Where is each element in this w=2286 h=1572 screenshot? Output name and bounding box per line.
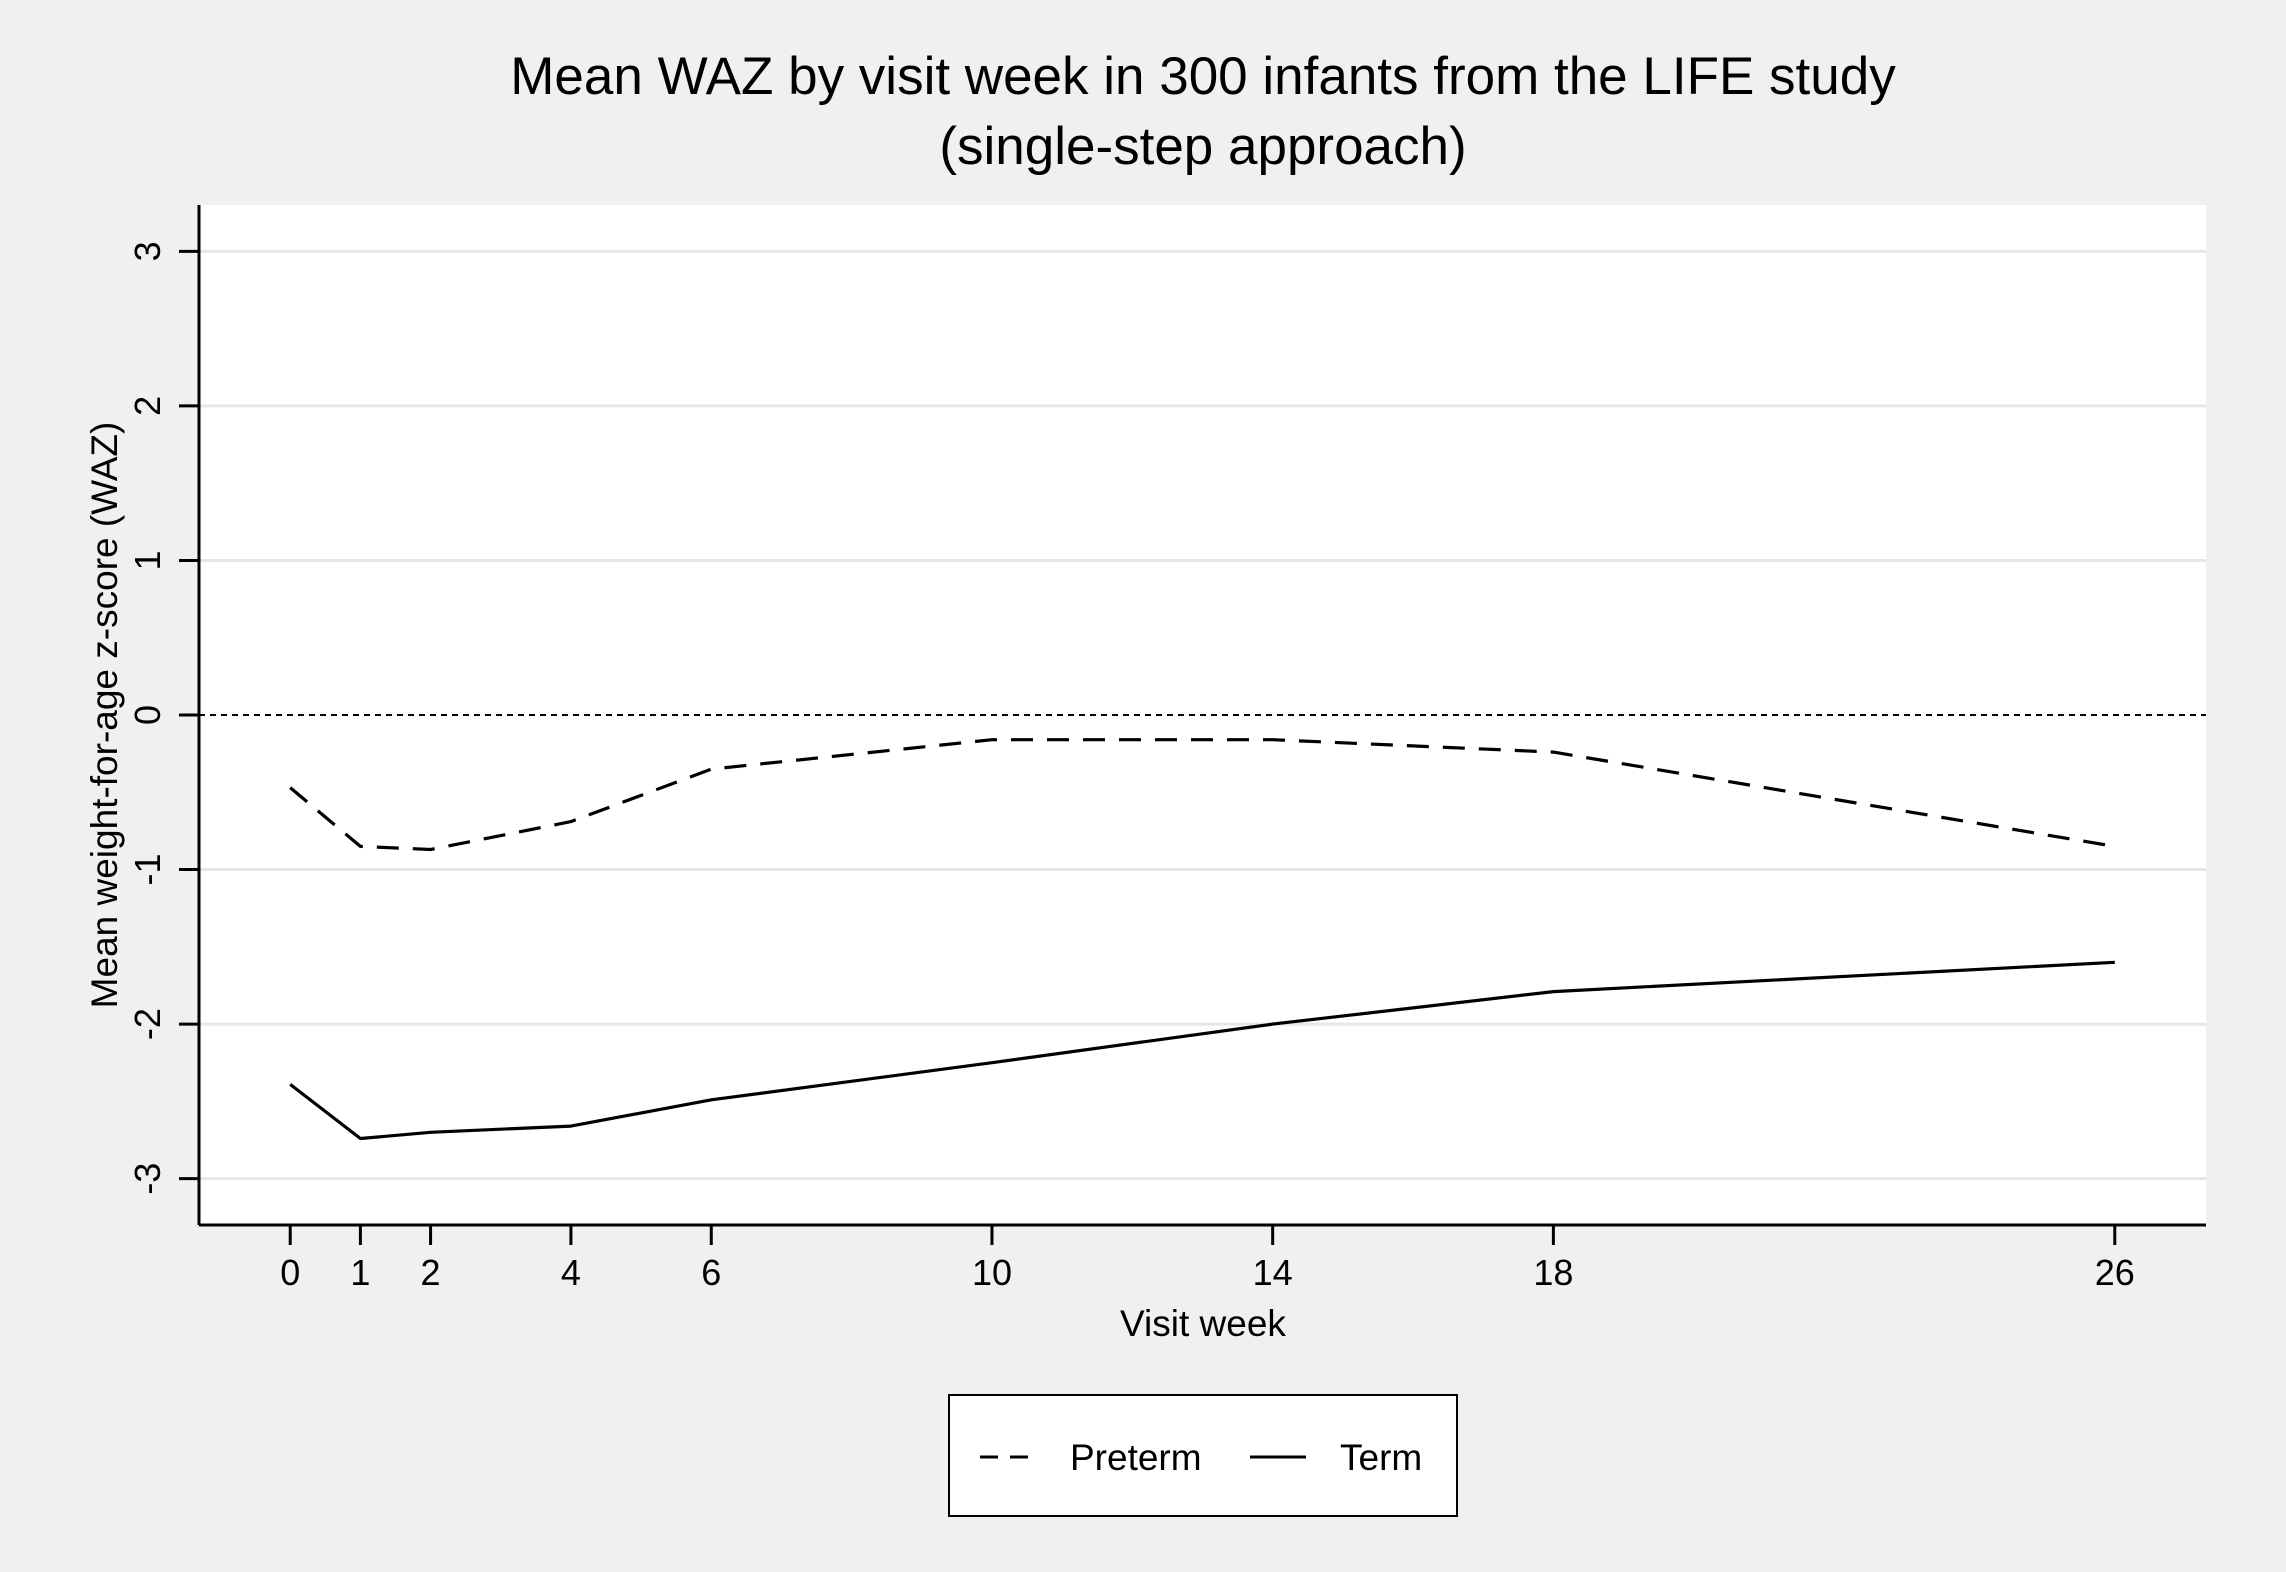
x-tick-label: 6: [701, 1252, 721, 1293]
series-line-preterm: [289, 738, 2116, 852]
x-tick-label: 18: [1533, 1252, 1573, 1293]
x-tick-label: 2: [421, 1252, 441, 1293]
y-tick-label: 0: [127, 705, 168, 725]
x-tick-label: 26: [2095, 1252, 2135, 1293]
y-tick-label: 3: [127, 241, 168, 261]
chart-title: Mean WAZ by visit week in 300 infants fr…: [510, 47, 1896, 106]
x-tick-label: 14: [1253, 1252, 1293, 1293]
series-line-term: [289, 960, 2115, 1141]
y-ticks: -3 -2 -1 0 1 2 3: [127, 241, 199, 1195]
legend: Preterm Term: [948, 1394, 1458, 1517]
x-axis-title: Visit week: [1120, 1303, 1286, 1344]
legend-box: [948, 1394, 1458, 1517]
x-tick-label: 1: [350, 1252, 370, 1293]
legend-label-preterm: Preterm: [1070, 1437, 1202, 1478]
y-tick-label: -2: [127, 1008, 168, 1040]
x-tick-label: 0: [280, 1252, 300, 1293]
y-axis-title: Mean weight-for-age z-score (WAZ): [84, 422, 125, 1009]
series-layer: [289, 738, 2116, 1141]
y-tick-label: 2: [127, 396, 168, 416]
x-tick-label: 4: [561, 1252, 581, 1293]
gridlines: [199, 249, 2206, 1181]
x-tick-label: 10: [972, 1252, 1012, 1293]
legend-label-term: Term: [1340, 1437, 1422, 1478]
y-tick-label: -1: [127, 854, 168, 886]
y-tick-label: 1: [127, 550, 168, 570]
y-tick-label: -3: [127, 1163, 168, 1195]
chart-subtitle: (single-step approach): [939, 117, 1466, 176]
x-ticks: 0 1 2 4 6 10 14 18 26: [280, 1225, 2135, 1293]
